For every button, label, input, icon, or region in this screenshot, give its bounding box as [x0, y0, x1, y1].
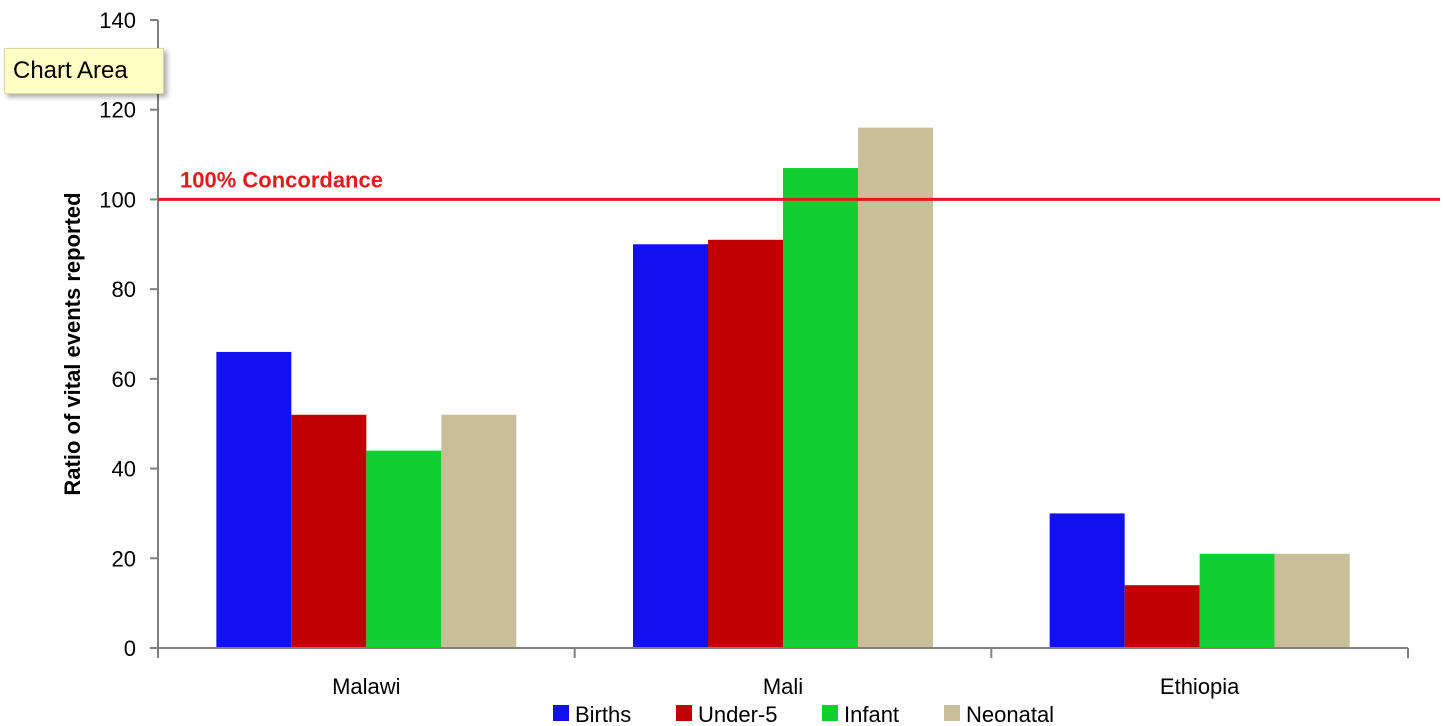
concordance-reference-label: 100% Concordance — [180, 167, 383, 192]
bar-neonatal-malawi — [441, 414, 517, 648]
bar-births-malawi — [216, 351, 292, 648]
legend: Births Under-5 Infant Neonatal — [553, 702, 1054, 726]
legend-label-births: Births — [575, 702, 631, 726]
x-category-label: Ethiopia — [1160, 674, 1240, 699]
legend-swatch-births — [553, 705, 569, 721]
y-tick-label: 120 — [99, 98, 136, 123]
legend-label-infant: Infant — [844, 702, 899, 726]
bar-neonatal-mali — [858, 127, 933, 648]
bar-under-5-malawi — [291, 414, 367, 648]
x-category-label: Mali — [763, 674, 803, 699]
y-tick-label: 80 — [112, 277, 136, 302]
legend-swatch-neonatal — [944, 705, 960, 721]
legend-label-under-5: Under-5 — [698, 702, 777, 726]
axes-group — [157, 20, 1408, 649]
y-axis-title: Ratio of vital events reported — [60, 192, 85, 495]
y-tick-label: 40 — [112, 457, 136, 482]
bar-births-mali — [633, 244, 708, 649]
legend-swatch-under-5 — [676, 705, 692, 721]
bar-neonatal-ethiopia — [1274, 553, 1350, 648]
bar-under-5-mali — [708, 239, 783, 649]
bar-infant-ethiopia — [1199, 553, 1275, 648]
y-tick-label: 60 — [112, 367, 136, 392]
bar-infant-malawi — [366, 450, 442, 648]
bar-under-5-ethiopia — [1124, 585, 1200, 648]
legend-label-neonatal: Neonatal — [966, 702, 1054, 726]
y-tick-label: 100 — [99, 187, 136, 212]
x-categories-group: Malawi Mali Ethiopia — [157, 648, 1409, 699]
bars-group — [216, 127, 1350, 649]
chart-area-tooltip: Chart Area — [4, 48, 164, 94]
y-tick-label: 0 — [124, 636, 136, 661]
bar-births-ethiopia — [1049, 513, 1125, 648]
y-tick-label: 140 — [99, 8, 136, 33]
legend-swatch-infant — [822, 705, 838, 721]
x-category-label: Malawi — [332, 674, 400, 699]
y-tick-label: 20 — [112, 546, 136, 571]
bar-infant-mali — [783, 168, 858, 648]
y-ticks-group: 0 20 40 60 80 100 120 140 — [99, 8, 158, 661]
